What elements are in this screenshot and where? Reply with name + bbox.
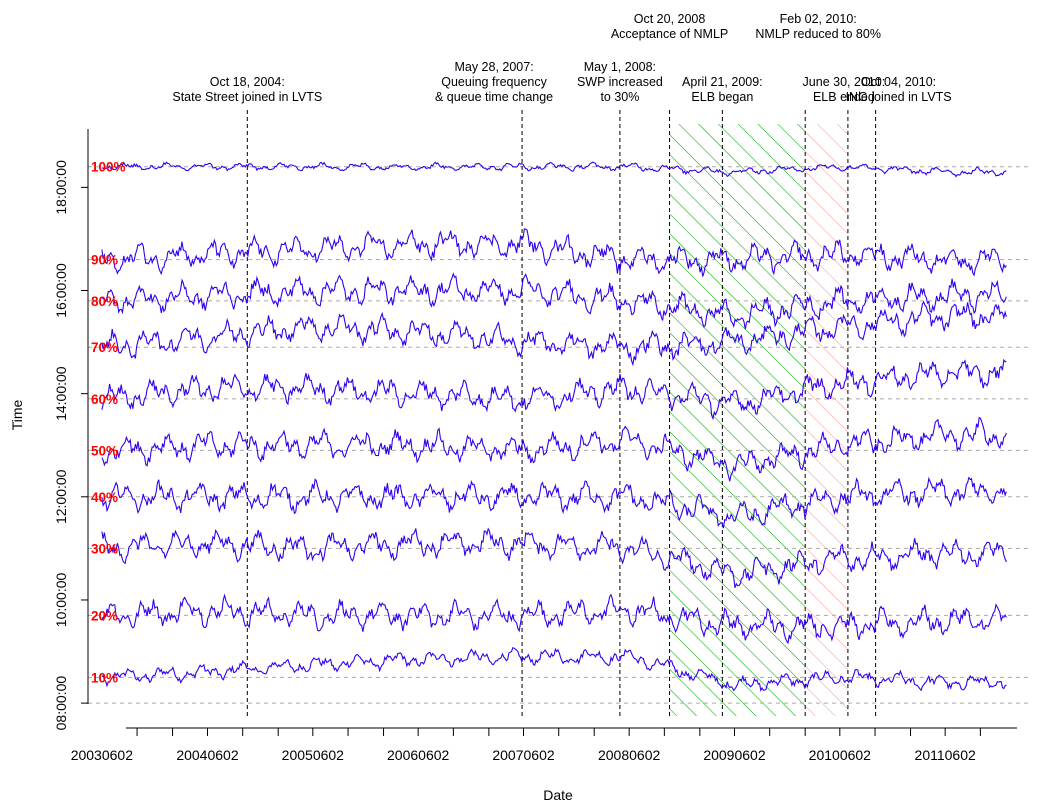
series-line-40pct: [101, 476, 1007, 529]
series-label-40pct: 40%: [91, 490, 118, 505]
series-label-90pct: 90%: [91, 253, 118, 268]
x-tick-label-7: 20090602: [703, 747, 766, 763]
series-label-10pct: 10%: [91, 670, 118, 685]
series-label-20pct: 20%: [91, 608, 118, 623]
series-label-60pct: 60%: [91, 392, 118, 407]
event-label-4-line-2: Acceptance of NMLP: [611, 27, 728, 41]
event-label-2-line-2: Queuing frequency: [441, 75, 547, 89]
event-label-7-line-2: ELB ended: [813, 90, 875, 104]
event-label-3-line-3: to 30%: [600, 90, 639, 104]
series-label-100pct: 100%: [91, 160, 126, 175]
series-line-10pct: [101, 646, 1007, 692]
x-tick-label-1: 20030602: [71, 747, 134, 763]
event-label-1-line-2: State Street joined in LVTS: [172, 90, 322, 104]
y-axis-title: Time: [9, 399, 25, 430]
event-label-2-line-1: May 28, 2007:: [454, 60, 533, 74]
series-line-50pct: [101, 416, 1007, 482]
series-line-100pct: [101, 161, 1007, 178]
x-tick-label-4: 20060602: [387, 747, 450, 763]
x-tick-label-3: 20050602: [282, 747, 345, 763]
y-tick-label-1: 08:00:00: [53, 676, 69, 731]
series-line-80pct: [101, 272, 1007, 330]
event-label-2-line-3: & queue time change: [435, 90, 553, 104]
x-tick-label-8: 20100602: [809, 747, 872, 763]
event-label-6-line-2: NMLP reduced to 80%: [755, 27, 881, 41]
x-tick-label-5: 20070602: [492, 747, 555, 763]
event-label-5-line-1: April 21, 2009:: [682, 75, 763, 89]
event-label-8-line-2: ING joined in LVTS: [846, 90, 952, 104]
y-tick-label-5: 16:00:00: [53, 263, 69, 318]
series-label-50pct: 50%: [91, 443, 118, 458]
event-label-7-line-1: June 30, 2010:: [803, 75, 886, 89]
series-label-80pct: 80%: [91, 294, 118, 309]
event-label-1-line-1: Oct 18, 2004:: [210, 75, 285, 89]
series-line-20pct: [101, 593, 1007, 645]
event-label-6-line-1: Feb 02, 2010:: [780, 12, 857, 26]
series-label-70pct: 70%: [91, 340, 118, 355]
y-tick-label-2: 10:00:00: [53, 572, 69, 627]
series-line-30pct: [101, 527, 1007, 588]
event-label-3-line-1: May 1, 2008:: [584, 60, 656, 74]
event-label-8-line-1: Oct 04, 2010:: [861, 75, 936, 89]
event-label-4-line-1: Oct 20, 2008: [634, 12, 706, 26]
x-tick-label-9: 20110602: [915, 747, 976, 763]
y-tick-label-6: 18:00:00: [53, 160, 69, 215]
x-tick-label-2: 20040602: [176, 747, 239, 763]
series-line-60pct: [101, 358, 1007, 421]
x-tick-label-6: 20080602: [598, 747, 661, 763]
shaded-period-2: [805, 124, 848, 716]
series-line-70pct: [101, 300, 1007, 367]
series-label-30pct: 30%: [91, 541, 118, 556]
y-tick-label-4: 14:00:00: [53, 366, 69, 421]
event-label-5-line-2: ELB began: [691, 90, 753, 104]
event-label-3-line-2: SWP increased: [577, 75, 663, 89]
series-line-90pct: [101, 228, 1007, 277]
shaded-period-1: [669, 124, 806, 716]
y-tick-label-3: 12:00:00: [53, 469, 69, 524]
x-axis-title: Date: [543, 787, 573, 803]
